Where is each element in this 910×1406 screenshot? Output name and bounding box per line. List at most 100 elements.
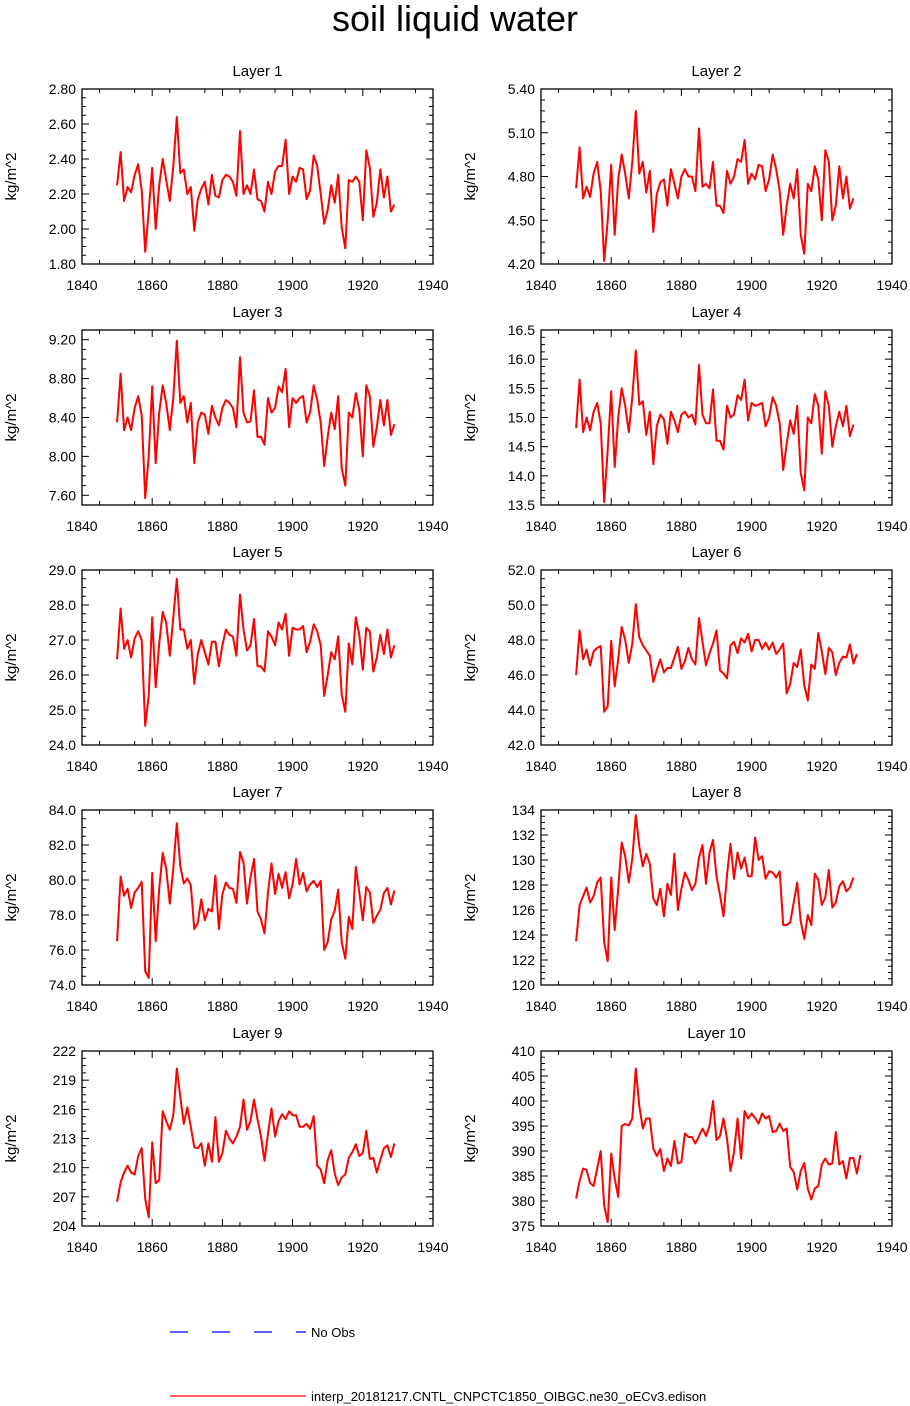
panel-6-xtick-label: 1940 <box>876 758 907 774</box>
panel-4-xtick-label: 1920 <box>806 518 837 534</box>
panel-8-xtick-label: 1900 <box>736 998 767 1014</box>
panel-9-xtick-label: 1860 <box>137 1239 168 1255</box>
panel-6-ytick-label: 46.0 <box>508 667 535 683</box>
panel-10-ytick-label: 390 <box>512 1143 536 1159</box>
panel-5-xtick-label: 1840 <box>66 758 97 774</box>
panel-7-ylabel: kg/m^2 <box>3 874 20 922</box>
panel-3-xtick-label: 1900 <box>277 518 308 534</box>
panel-3-ytick-label: 8.00 <box>49 448 76 464</box>
panel-8-ytick-label: 126 <box>512 902 536 918</box>
panel-8-ytick-label: 134 <box>512 802 536 818</box>
panel-10-ytick-label: 405 <box>512 1068 536 1084</box>
panel-1-title: Layer 1 <box>232 63 282 80</box>
panel-7-ytick-label: 82.0 <box>49 837 76 853</box>
panel-1-xtick-label: 1880 <box>207 277 238 293</box>
panel-9-ytick-label: 210 <box>53 1160 77 1176</box>
panel-7-xtick-label: 1900 <box>277 998 308 1014</box>
panel-2-ytick-label: 4.50 <box>508 212 535 228</box>
panel-8-xtick-label: 1880 <box>666 998 697 1014</box>
panel-4-ytick-label: 15.5 <box>508 380 535 396</box>
panel-7-ytick-label: 74.0 <box>49 977 76 993</box>
panel-3-ytick-label: 8.40 <box>49 410 76 426</box>
panel-5-ytick-label: 24.0 <box>49 737 76 753</box>
panel-10-xtick-label: 1860 <box>596 1239 627 1255</box>
panel-4-xtick-label: 1840 <box>525 518 556 534</box>
panel-3-ytick-label: 9.20 <box>49 332 76 348</box>
panel-5-ytick-label: 29.0 <box>49 562 76 578</box>
panel-2-xtick-label: 1840 <box>525 277 556 293</box>
panel-9-xtick-label: 1940 <box>417 1239 448 1255</box>
panel-8-ytick-label: 130 <box>512 852 536 868</box>
panel-6-xtick-label: 1920 <box>806 758 837 774</box>
panel-9-frame <box>81 1050 434 1227</box>
panel-3-xtick-label: 1860 <box>137 518 168 534</box>
panel-4-series-line <box>575 349 855 504</box>
panel-7-xtick-label: 1880 <box>207 998 238 1014</box>
panel-7-xtick-label: 1940 <box>417 998 448 1014</box>
panel-1-ytick-label: 1.80 <box>49 256 76 272</box>
panel-9-title: Layer 9 <box>232 1025 282 1042</box>
panel-7-series-line <box>116 822 396 979</box>
panel-7-title: Layer 7 <box>232 784 282 801</box>
panel-9-ytick-label: 219 <box>53 1072 77 1088</box>
panel-2-ytick-label: 4.80 <box>508 169 535 185</box>
panel-1-ytick-label: 2.80 <box>49 81 76 97</box>
panel-2-ytick-label: 5.10 <box>508 125 535 141</box>
panel-8-ytick-label: 122 <box>512 952 536 968</box>
panel-2-xtick-label: 1880 <box>666 277 697 293</box>
panel-8-ytick-label: 124 <box>512 927 536 943</box>
panel-5-xtick-label: 1900 <box>277 758 308 774</box>
panel-3-ytick-label: 7.60 <box>49 487 76 503</box>
panel-1-xtick-label: 1840 <box>66 277 97 293</box>
panel-1-ylabel: kg/m^2 <box>3 153 20 201</box>
panel-10-xtick-label: 1900 <box>736 1239 767 1255</box>
panel-9-ytick-label: 216 <box>53 1101 77 1117</box>
panel-2-title: Layer 2 <box>691 63 741 80</box>
panel-9-ytick-label: 207 <box>53 1189 77 1205</box>
panel-8-xtick-label: 1860 <box>596 998 627 1014</box>
panel-5-xtick-label: 1880 <box>207 758 238 774</box>
panel-7-ytick-label: 84.0 <box>49 802 76 818</box>
panel-6-ylabel: kg/m^2 <box>462 634 479 682</box>
panel-9-ylabel: kg/m^2 <box>3 1115 20 1163</box>
panel-6-ytick-label: 44.0 <box>508 702 535 718</box>
panel-4-title: Layer 4 <box>691 304 741 321</box>
panel-7-xtick-label: 1840 <box>66 998 97 1014</box>
panel-10-title: Layer 10 <box>687 1025 745 1042</box>
panel-3-ytick-label: 8.80 <box>49 371 76 387</box>
panel-7-xtick-label: 1920 <box>347 998 378 1014</box>
panel-5-ylabel: kg/m^2 <box>3 634 20 682</box>
panel-10-series-line <box>575 1067 862 1223</box>
panel-1-ytick-label: 2.00 <box>49 221 76 237</box>
panel-4-xtick-label: 1880 <box>666 518 697 534</box>
panel-5-ytick-label: 25.0 <box>49 702 76 718</box>
panel-2-ytick-label: 5.40 <box>508 81 535 97</box>
panel-6-xtick-label: 1840 <box>525 758 556 774</box>
panel-5-xtick-label: 1920 <box>347 758 378 774</box>
panel-6-ytick-label: 50.0 <box>508 597 535 613</box>
panel-8-series-line <box>575 814 855 963</box>
panel-4-xtick-label: 1940 <box>876 518 907 534</box>
panel-9-xtick-label: 1880 <box>207 1239 238 1255</box>
panel-6-xtick-label: 1860 <box>596 758 627 774</box>
panel-10-ytick-label: 395 <box>512 1118 536 1134</box>
panel-8-ytick-label: 120 <box>512 977 536 993</box>
panel-1-series-line <box>116 116 396 253</box>
panel-1-ytick-label: 2.60 <box>49 116 76 132</box>
panel-4-ytick-label: 14.5 <box>508 439 535 455</box>
panel-3-xtick-label: 1880 <box>207 518 238 534</box>
panel-10-ytick-label: 400 <box>512 1093 536 1109</box>
panel-10-ytick-label: 385 <box>512 1168 536 1184</box>
panel-6-ytick-label: 48.0 <box>508 632 535 648</box>
panel-2-ylabel: kg/m^2 <box>462 153 479 201</box>
panel-1-ytick-label: 2.20 <box>49 186 76 202</box>
panel-10-xtick-label: 1880 <box>666 1239 697 1255</box>
panel-9-series-line <box>116 1067 396 1219</box>
panel-4-xtick-label: 1900 <box>736 518 767 534</box>
panel-10-ytick-label: 410 <box>512 1043 536 1059</box>
panel-3-title: Layer 3 <box>232 304 282 321</box>
legend-model-label: interp_20181217.CNTL_CNPCTC1850_OIBGC.ne… <box>311 1389 706 1404</box>
panel-5-ytick-label: 28.0 <box>49 597 76 613</box>
panel-2-xtick-label: 1860 <box>596 277 627 293</box>
